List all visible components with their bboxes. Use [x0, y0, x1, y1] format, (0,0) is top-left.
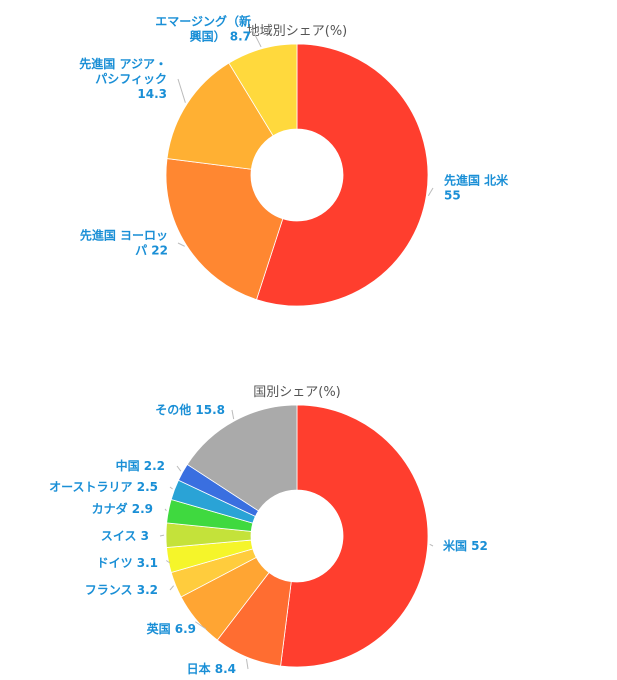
slice-label: 先進国 アジア・パシフィック 14.3: [79, 56, 167, 101]
slice-leader-line: [427, 187, 434, 197]
slice-leader-line: [429, 543, 434, 547]
slice-label: カナダ 2.9: [92, 501, 153, 516]
region-donut-chart: 先進国 北米 55 先進国 ヨーロッパ 22 先進国 アジア・パシフィック 14.3 エマ…: [79, 14, 509, 307]
slice-label: オーストラリア 2.5: [49, 480, 158, 494]
chart2-title: 国別シェア(%): [253, 385, 341, 400]
slice-label: 先進国 北米 55: [444, 173, 509, 203]
slice-label: 米国 52: [443, 538, 488, 553]
slice-leader-line: [159, 534, 165, 537]
slice-leader-line: [177, 242, 185, 247]
slice-leader-line: [195, 621, 207, 630]
slice-label: その他 15.8: [155, 402, 225, 417]
slice-leader-line: [245, 658, 249, 670]
slice-label: ドイツ 3.1: [97, 556, 158, 570]
slice-label: 中国 2.2: [116, 458, 165, 473]
slice-label: フランス 3.2: [85, 583, 158, 597]
slice-leader-line: [251, 28, 262, 48]
donut-slice: [280, 404, 429, 668]
chart1-title: 地域別シェア(%): [247, 24, 348, 39]
donut-hole: [251, 129, 343, 221]
slice-leader-line: [231, 409, 235, 420]
slice-leader-line: [164, 508, 167, 511]
slice-label: 日本 8.4: [187, 661, 236, 676]
donut-hole: [251, 490, 343, 582]
slice-label: 先進国 ヨーロッパ 22: [80, 228, 168, 258]
slice-leader-line: [176, 465, 182, 472]
slice-leader-line: [169, 486, 173, 490]
slice-leader-line: [177, 78, 186, 103]
slice-label: エマージング（新興国） 8.7: [155, 14, 251, 44]
slice-leader-line: [166, 560, 171, 564]
slice-leader-line: [169, 585, 175, 591]
slice-label: 英国 6.9: [147, 621, 196, 636]
country-donut-chart: 米国 52 日本 8.4 英国 6.9 フランス 3.2 ドイツ 3.1 スイス 3 カナダ…: [49, 402, 488, 676]
slice-label: スイス 3: [101, 529, 149, 543]
